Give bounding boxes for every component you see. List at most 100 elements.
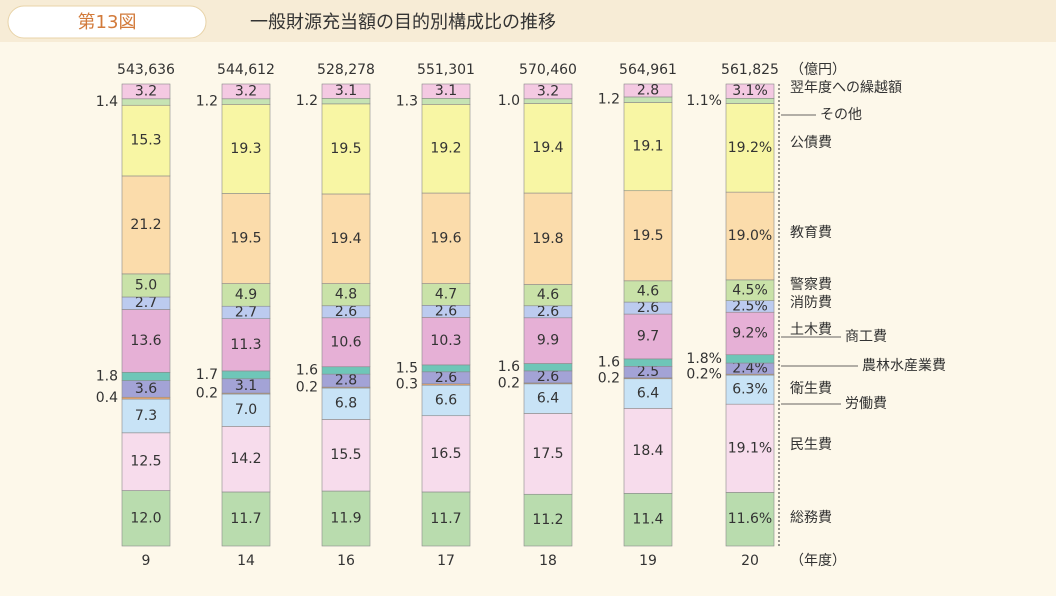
legend-label: 公債費 [790, 135, 832, 151]
bar-segment [221, 426, 271, 493]
bar-segment [623, 190, 673, 282]
x-tick-label: 14 [237, 553, 255, 569]
legend-label: 教育費 [790, 225, 832, 241]
segment-label: 21.2 [130, 217, 161, 233]
segment-label-outside: 1.8% [686, 351, 722, 367]
segment-label: 2.7 [135, 295, 157, 311]
figure-label: 第13図 [78, 12, 137, 33]
bar-segment [321, 387, 371, 420]
segment-label: 6.8 [335, 396, 357, 412]
segment-label: 12.5 [130, 454, 161, 470]
segment-label: 10.3 [430, 333, 461, 349]
bar-segment [725, 354, 775, 364]
segment-label-outside: 1.2 [196, 94, 218, 110]
bar-segment [421, 98, 471, 105]
segment-label: 15.3 [130, 133, 161, 149]
segment-label: 3.2 [235, 83, 257, 99]
legend-label: 民生費 [790, 437, 832, 453]
total-label: 564,961 [619, 62, 677, 78]
segment-label: 11.7 [230, 511, 261, 527]
bar-segment [221, 491, 271, 547]
bar-segment [421, 83, 471, 99]
bar-segment [421, 384, 471, 417]
segment-label-outside: 0.2 [498, 375, 520, 391]
segment-label: 2.8 [335, 373, 357, 389]
bar-segment [523, 192, 573, 285]
bar-segment [623, 378, 673, 409]
segment-label: 13.6 [130, 333, 161, 349]
segment-label: 2.6 [435, 370, 457, 386]
segment-label: 3.1 [235, 378, 257, 394]
segment-label: 6.4 [637, 386, 659, 402]
segment-label: 6.4 [537, 391, 559, 407]
bar-segment [121, 432, 171, 491]
bar-segment [523, 383, 573, 414]
legend-label: その他 [820, 107, 862, 123]
segment-label: 4.9 [235, 287, 257, 303]
segment-label: 2.6 [537, 369, 559, 385]
segment-label-outside: 1.5 [396, 360, 418, 376]
segment-label: 11.9 [330, 511, 361, 527]
segment-label: 6.3% [732, 382, 768, 398]
segment-label-outside: 1.0 [498, 93, 520, 109]
legend-label: 総務費 [790, 510, 832, 526]
bar-segment [421, 104, 471, 194]
bar-segment [221, 98, 271, 105]
segment-label-outside: 1.2 [296, 93, 318, 109]
bar-segment [523, 83, 573, 100]
segment-label: 19.5 [330, 141, 361, 157]
segment-label: 4.5% [732, 282, 768, 298]
segment-label-outside: 1.6 [296, 362, 318, 378]
segment-label-outside: 0.2% [686, 367, 722, 383]
segment-label: 19.4 [330, 231, 361, 247]
segment-label: 3.6 [135, 381, 157, 397]
segment-label: 19.1% [728, 440, 772, 456]
bar-segment [121, 175, 171, 275]
bar-segment [321, 366, 371, 375]
bar-segment [321, 490, 371, 547]
bar-segment [321, 103, 371, 195]
bar-segment [121, 398, 171, 434]
legend-label: 労働費 [845, 396, 887, 412]
segment-label-outside: 1.2 [598, 92, 620, 108]
segment-label: 4.7 [435, 286, 457, 302]
x-tick-label: 19 [639, 553, 657, 569]
total-label: 543,636 [117, 62, 175, 78]
segment-label: 11.6% [728, 511, 772, 527]
bar-segment [725, 83, 775, 99]
segment-label: 16.5 [430, 446, 461, 462]
bar-segment [121, 98, 171, 106]
legend-label: 消防費 [790, 295, 832, 311]
segment-label: 14.2 [230, 451, 261, 467]
segment-label-outside: 0.3 [396, 377, 418, 393]
bar-segment [421, 192, 471, 284]
legend-label: 土木費 [790, 322, 832, 338]
x-tick-label: 18 [539, 553, 557, 569]
segment-label: 5.0 [135, 277, 157, 293]
segment-label-outside: 1.6 [598, 355, 620, 371]
bar-segment [121, 371, 171, 381]
bar-segment [121, 104, 171, 177]
segment-label: 2.4% [732, 361, 768, 377]
bar-segment [725, 311, 775, 356]
segment-label: 2.6 [537, 304, 559, 320]
bar-segment [421, 317, 471, 366]
segment-label: 9.7 [637, 328, 659, 344]
bar-segment [121, 309, 171, 373]
bar-segment [523, 363, 573, 372]
total-label: 561,825 [721, 62, 779, 78]
segment-label: 19.5 [230, 231, 261, 247]
segment-label-outside: 0.4 [96, 390, 118, 406]
segment-label: 3.2 [537, 83, 559, 99]
segment-label: 3.1 [435, 83, 457, 99]
segment-label: 3.1% [732, 83, 768, 99]
segment-label: 19.1 [632, 139, 663, 155]
bar-segment [623, 83, 673, 98]
bar-segment [623, 313, 673, 360]
bar-segment [321, 317, 371, 368]
bar-segment [623, 408, 673, 494]
x-tick-label: 9 [142, 553, 151, 569]
legend-label: 警察費 [790, 276, 832, 293]
segment-label: 2.6 [335, 304, 357, 320]
